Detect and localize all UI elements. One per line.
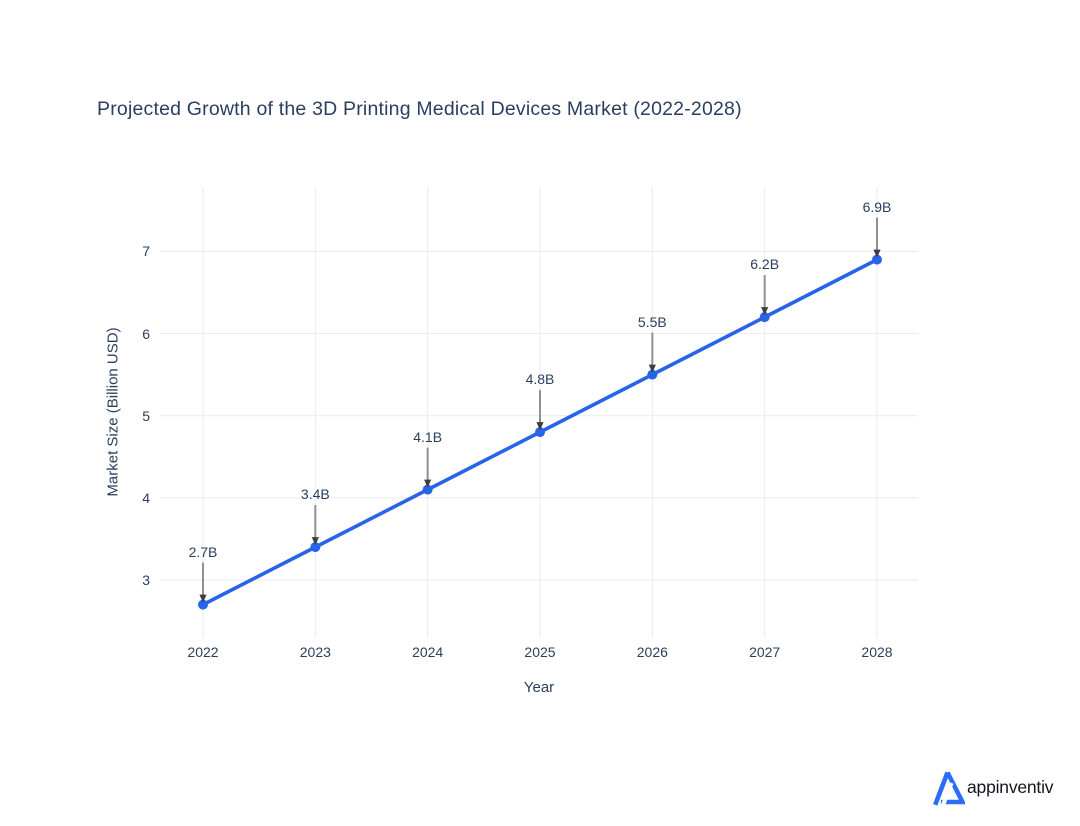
y-tick-label: 4	[142, 489, 150, 506]
point-value-label: 6.2B	[750, 256, 780, 273]
x-tick-label: 2023	[299, 644, 331, 660]
point-value-label: 4.8B	[525, 371, 555, 388]
annotation-arrowhead	[873, 249, 881, 258]
data-point-marker	[647, 369, 658, 380]
y-tick-label: 5	[142, 407, 150, 424]
brand-name: appinventiv	[967, 777, 1054, 797]
x-tick-label: 2025	[524, 644, 556, 660]
point-value-label: 2.7B	[188, 543, 218, 560]
annotation-arrowhead	[424, 479, 432, 488]
x-tick-label: 2028	[861, 644, 893, 660]
y-tick-label: 7	[142, 243, 150, 260]
y-tick-label: 6	[142, 325, 150, 342]
point-value-label: 6.9B	[862, 198, 892, 215]
x-tick-label: 2027	[749, 644, 781, 660]
data-point-marker	[871, 254, 882, 265]
point-value-label: 3.4B	[300, 486, 330, 503]
annotation-arrowhead	[311, 537, 319, 546]
brand-logo: appinventiv	[929, 769, 1054, 806]
data-point-marker	[534, 427, 545, 438]
annotation-arrowhead	[761, 307, 769, 316]
x-tick-label: 2022	[187, 644, 219, 660]
annotation-arrowhead	[648, 364, 656, 373]
y-tick-label: 3	[142, 572, 150, 588]
annotation-arrowhead	[536, 422, 544, 431]
x-tick-label: 2026	[636, 644, 668, 660]
appinventiv-logo-icon	[933, 771, 965, 806]
data-point-marker	[759, 312, 770, 323]
data-point-marker	[422, 484, 433, 495]
point-value-label: 4.1B	[413, 428, 443, 445]
data-point-marker	[198, 599, 208, 610]
annotation-arrowhead	[199, 594, 207, 603]
x-axis-title: Year	[523, 679, 555, 696]
data-point-marker	[310, 542, 321, 553]
x-tick-label: 2024	[412, 644, 444, 660]
point-value-label: 5.5B	[637, 313, 667, 330]
chart-title: Projected Growth of the 3D Printing Medi…	[97, 98, 742, 120]
